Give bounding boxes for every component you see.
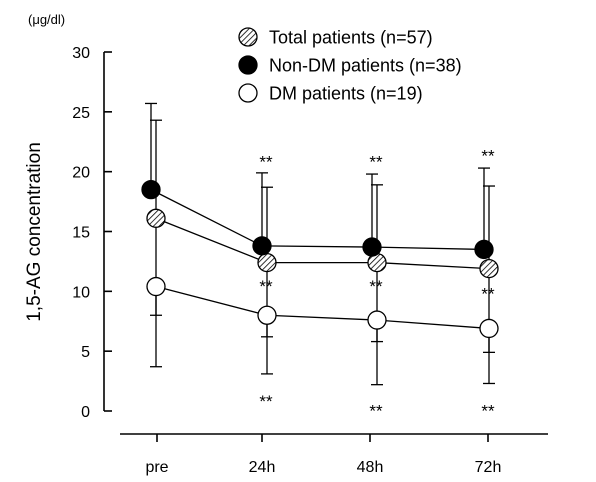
data-point <box>141 179 161 200</box>
significance-marker: ** <box>259 277 273 296</box>
data-point <box>474 239 494 260</box>
y-tick-label: 10 <box>72 284 90 301</box>
x-tick-label: 72h <box>475 459 502 476</box>
data-point <box>479 258 499 279</box>
data-point <box>252 236 272 256</box>
x-tick-label: 48h <box>357 459 384 476</box>
data-point <box>257 252 277 273</box>
legend-label: Non-DM patients (n=38) <box>269 56 462 76</box>
y-axis-title: 1,5-AG concentration <box>24 142 45 322</box>
significance-marker: ** <box>481 402 495 421</box>
data-point <box>479 318 499 339</box>
series-line <box>155 285 490 330</box>
y-tick-label: 30 <box>72 45 90 62</box>
annotation-layer: ** ** ** ** ** ** ** ** ** <box>259 147 495 421</box>
significance-marker: ** <box>259 153 273 172</box>
y-tick-label: 15 <box>72 225 90 242</box>
legend: Total patients (n=57) Non-DM patients (n=… <box>238 27 462 104</box>
significance-marker: ** <box>259 392 273 411</box>
data-point <box>362 237 382 257</box>
x-tick-label: 24h <box>249 459 276 476</box>
series-line <box>150 189 485 251</box>
data-point <box>367 310 387 330</box>
data-point <box>257 305 277 325</box>
y-tick-label: 5 <box>81 344 90 361</box>
series-line <box>155 217 490 270</box>
legend-marker <box>238 55 258 75</box>
significance-marker: ** <box>369 277 383 296</box>
legend-label: DM patients (n=19) <box>269 84 423 104</box>
significance-marker: ** <box>481 284 495 303</box>
significance-marker: ** <box>481 147 495 166</box>
legend-label: Total patients (n=57) <box>269 28 433 48</box>
x-tick-label: pre <box>145 459 168 476</box>
y-tick-label: 20 <box>72 165 90 182</box>
y-tick-label: 0 <box>81 404 90 421</box>
data-point <box>146 208 166 228</box>
significance-marker: ** <box>369 402 383 421</box>
legend-marker <box>238 83 258 103</box>
axes: 0 5 10 15 20 25 30 (μg/dl) 1,5-AG concentration p… <box>24 12 548 476</box>
significance-marker: ** <box>369 153 383 172</box>
y-tick-label: 25 <box>72 105 90 122</box>
legend-marker <box>238 27 258 47</box>
series-layer <box>141 102 499 386</box>
data-point <box>146 276 166 297</box>
y-unit-label: (μg/dl) <box>28 12 65 27</box>
